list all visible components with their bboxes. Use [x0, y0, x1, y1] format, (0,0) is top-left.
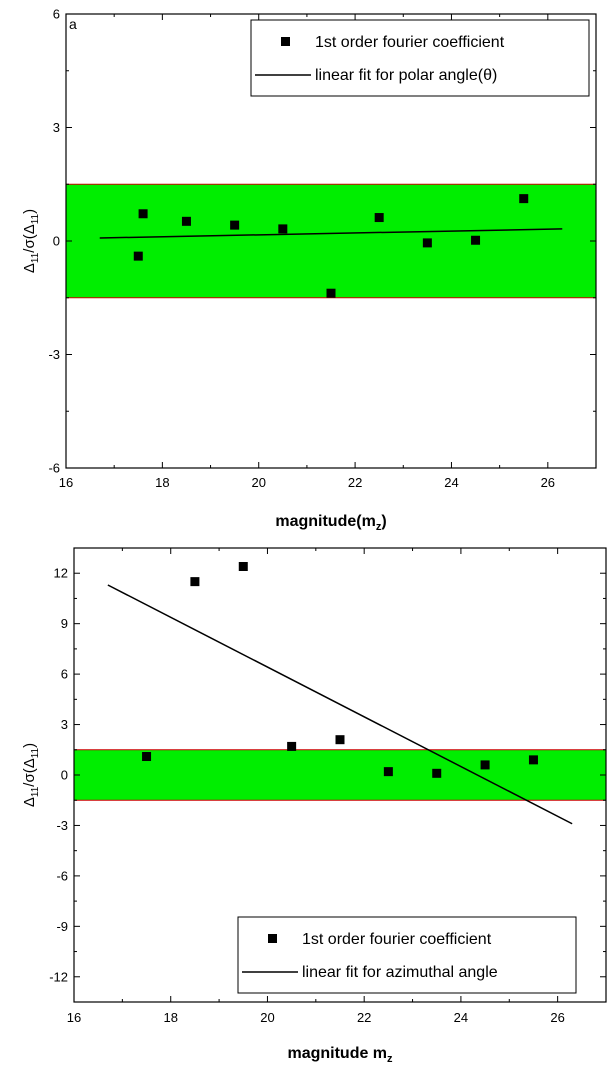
- data-point: [432, 768, 442, 778]
- data-point: [519, 194, 529, 204]
- y-tick-label: -9: [56, 919, 68, 934]
- y-tick-label: 0: [53, 234, 60, 249]
- data-point: [230, 220, 240, 230]
- x-tick-label: 18: [155, 475, 169, 490]
- data-point: [278, 224, 288, 234]
- data-point: [138, 209, 148, 219]
- y-axis-label: Δ11/σ(Δ11): [21, 743, 41, 807]
- y-tick-label: -12: [49, 969, 68, 984]
- y-tick-label: 6: [61, 667, 68, 682]
- legend-label-fit: linear fit for azimuthal angle: [302, 964, 498, 981]
- x-tick-label: 16: [67, 1010, 81, 1025]
- confidence-band: [66, 184, 596, 298]
- panel-letter: a: [69, 16, 77, 32]
- x-tick-label: 26: [550, 1010, 564, 1025]
- legend: 1st order fourier coefficient linear fit …: [250, 19, 590, 97]
- y-tick-label: 3: [61, 717, 68, 732]
- data-point: [142, 752, 152, 762]
- x-tick-label: 22: [348, 475, 362, 490]
- x-tick-label: 18: [163, 1010, 177, 1025]
- panel-top-polar-angle: 16 18 20 22 24 26 6 3 0 -3 -6 a magnitude(mz) Δ11/σ(Δ…: [21, 7, 597, 533]
- x-tick-label: 24: [454, 1010, 468, 1025]
- x-tick-label: 26: [541, 475, 555, 490]
- x-tick-label: 24: [444, 475, 458, 490]
- y-axis-label: Δ11/σ(Δ11): [21, 209, 41, 273]
- x-tick-label: 22: [357, 1010, 371, 1025]
- y-tick-label: -3: [56, 818, 68, 833]
- legend-box: [250, 19, 590, 97]
- x-tick-label: 20: [260, 1010, 274, 1025]
- legend-box: [237, 916, 577, 994]
- data-point: [383, 767, 393, 777]
- x-axis-label: magnitude(mz): [275, 513, 386, 533]
- data-point: [133, 251, 143, 261]
- y-tick-label: 9: [61, 616, 68, 631]
- data-point: [287, 741, 297, 751]
- fit-line: [99, 228, 563, 239]
- y-tick-label: 0: [61, 768, 68, 783]
- legend: 1st order fourier coefficient linear fit …: [237, 916, 577, 994]
- y-tick-label: -3: [48, 347, 60, 362]
- data-point: [471, 235, 481, 245]
- fit-line: [107, 584, 573, 825]
- data-point: [422, 238, 432, 248]
- x-tick-label: 16: [59, 475, 73, 490]
- data-point: [190, 577, 200, 587]
- data-point: [181, 216, 191, 226]
- x-axis-label: magnitude mz: [287, 1045, 393, 1065]
- data-point: [238, 561, 248, 571]
- data-point: [374, 213, 384, 223]
- data-point: [335, 735, 345, 745]
- legend-label-points: 1st order fourier coefficient: [315, 34, 505, 51]
- y-tick-label: -6: [56, 868, 68, 883]
- y-tick-label: -6: [48, 461, 60, 476]
- legend-marker-square: [281, 37, 290, 46]
- data-point: [528, 755, 538, 765]
- y-tick-label: 3: [53, 120, 60, 135]
- confidence-band: [74, 749, 606, 801]
- panel-bottom-azimuthal-angle: 16 18 20 22 24 26 12 9 6 3 0 -3 -6 -9 -12 magnitude mz Δ…: [21, 547, 607, 1065]
- y-tick-label: 12: [54, 566, 68, 581]
- x-tick-label: 20: [251, 475, 265, 490]
- legend-label-points: 1st order fourier coefficient: [302, 931, 492, 948]
- y-tick-label: 6: [53, 7, 60, 22]
- data-point: [480, 760, 490, 770]
- data-point: [326, 288, 336, 298]
- legend-marker-square: [268, 934, 277, 943]
- legend-label-fit: linear fit for polar angle(θ): [315, 67, 497, 84]
